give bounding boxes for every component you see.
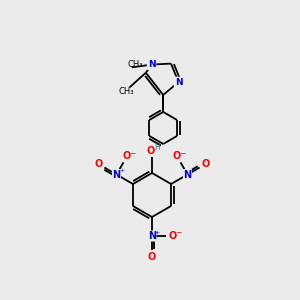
Text: CH₃: CH₃ [128, 60, 143, 69]
Text: N: N [148, 60, 155, 69]
Text: −: − [129, 149, 135, 158]
Text: CH₃: CH₃ [119, 87, 134, 96]
Text: O: O [148, 252, 156, 262]
Text: O: O [123, 151, 131, 161]
Text: N: N [112, 169, 121, 179]
Text: +: + [154, 230, 160, 235]
Text: N: N [175, 78, 182, 87]
Text: O: O [94, 159, 102, 169]
Text: O: O [202, 159, 210, 169]
Text: −: − [179, 149, 185, 158]
Text: O: O [147, 146, 155, 156]
Text: H: H [154, 142, 160, 152]
Text: +: + [190, 168, 195, 173]
Text: N: N [148, 231, 156, 241]
Text: O: O [169, 231, 177, 241]
Text: N: N [183, 169, 192, 179]
Text: O: O [173, 151, 181, 161]
Text: +: + [119, 168, 124, 173]
Text: −: − [175, 229, 181, 238]
